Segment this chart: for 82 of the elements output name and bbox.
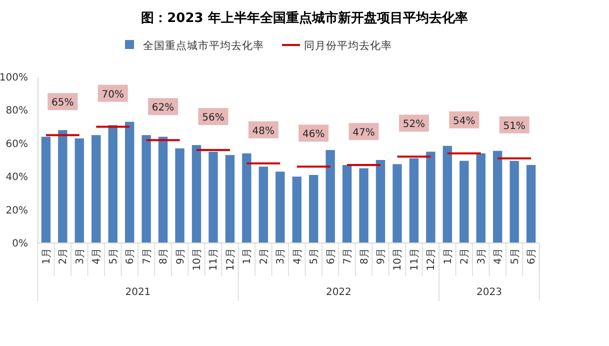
text: 2023 <box>476 287 502 298</box>
x-tick-label: 7月 <box>142 248 153 264</box>
bar <box>108 125 118 243</box>
x-tick-label: 7月 <box>342 248 354 264</box>
x-tick-label: 6月 <box>125 248 136 264</box>
bar <box>242 153 252 243</box>
bar <box>392 164 402 243</box>
x-tick-label: 8月 <box>359 248 370 264</box>
x-tick-label: 11月 <box>409 248 420 271</box>
data-label: 56% <box>202 112 224 124</box>
y-tick-label: 100% <box>0 72 28 84</box>
bar <box>342 164 352 243</box>
x-tick-label: 1月 <box>242 248 254 264</box>
bar <box>208 152 218 243</box>
x-tick-label: 5月 <box>510 248 521 264</box>
y-tick-label: 40% <box>6 172 28 184</box>
text: 2021 <box>125 287 151 298</box>
bar <box>493 150 502 243</box>
x-tick-label: 2月 <box>460 248 471 264</box>
y-tick-label: 60% <box>6 138 28 150</box>
legend-label: 同月份平均去化率 <box>304 39 392 52</box>
bar <box>426 152 436 243</box>
bar <box>510 160 519 243</box>
bar <box>460 160 469 243</box>
x-tick-label: 5月 <box>108 248 120 264</box>
bar <box>192 145 202 243</box>
bar <box>124 122 134 243</box>
bar <box>326 150 335 243</box>
x-tick-label: 10月 <box>192 248 203 271</box>
text: 2022 <box>326 287 352 298</box>
bar <box>92 135 101 243</box>
bar <box>158 136 168 243</box>
x-tick-label: 4月 <box>92 248 103 264</box>
data-label: 48% <box>252 126 275 137</box>
bar <box>308 174 318 243</box>
x-tick-label: 3月 <box>74 248 86 264</box>
y-tick-label: 80% <box>6 106 28 117</box>
data-label: 65% <box>52 98 74 109</box>
x-tick-label: 2月 <box>58 248 70 264</box>
x-tick-label: 1月 <box>442 248 454 264</box>
x-tick-label: 2月 <box>258 248 270 264</box>
x-tick-label: 6月 <box>326 248 337 264</box>
bar <box>175 148 184 243</box>
data-label: 52% <box>402 119 426 130</box>
data-label: 46% <box>302 129 325 140</box>
data-label: 62% <box>152 102 174 114</box>
data-label: 54% <box>453 116 476 127</box>
bar <box>359 168 368 243</box>
chart-title: 图：2023 年上半年全国重点城市新开盘项目平均去化率 <box>141 10 468 26</box>
x-tick-label: 11月 <box>208 248 220 271</box>
x-tick-label: 3月 <box>276 248 287 264</box>
x-tick-label: 8月 <box>158 248 170 264</box>
bar <box>225 155 235 243</box>
legend-label: 全国重点城市平均去化率 <box>143 39 264 52</box>
x-tick-label: 5月 <box>309 248 320 264</box>
bar <box>276 172 285 243</box>
x-tick-label: 4月 <box>493 248 504 264</box>
bar <box>442 146 452 243</box>
x-tick-label: 1月 <box>41 248 52 264</box>
bar <box>74 138 84 243</box>
bar <box>58 130 68 243</box>
x-tick-label: 9月 <box>376 248 388 264</box>
bar <box>409 158 419 243</box>
data-label: 47% <box>352 127 375 138</box>
bar <box>376 160 386 243</box>
bar <box>258 166 268 243</box>
bar <box>41 136 51 243</box>
x-tick-label: 10月 <box>392 248 404 271</box>
bar <box>476 153 486 243</box>
bar <box>142 135 151 243</box>
x-tick-label: 9月 <box>175 248 186 264</box>
data-label: 51% <box>503 120 526 132</box>
bar <box>526 164 536 243</box>
x-tick-label: 3月 <box>476 248 488 264</box>
x-tick-label: 6月 <box>526 248 538 264</box>
x-tick-label: 12月 <box>225 248 236 271</box>
y-tick-label: 0% <box>12 238 28 250</box>
x-tick-label: 12月 <box>426 248 438 271</box>
bar <box>292 176 302 243</box>
x-tick-label: 4月 <box>292 248 304 264</box>
data-label: 70% <box>102 89 124 100</box>
y-tick-label: 20% <box>6 205 28 216</box>
